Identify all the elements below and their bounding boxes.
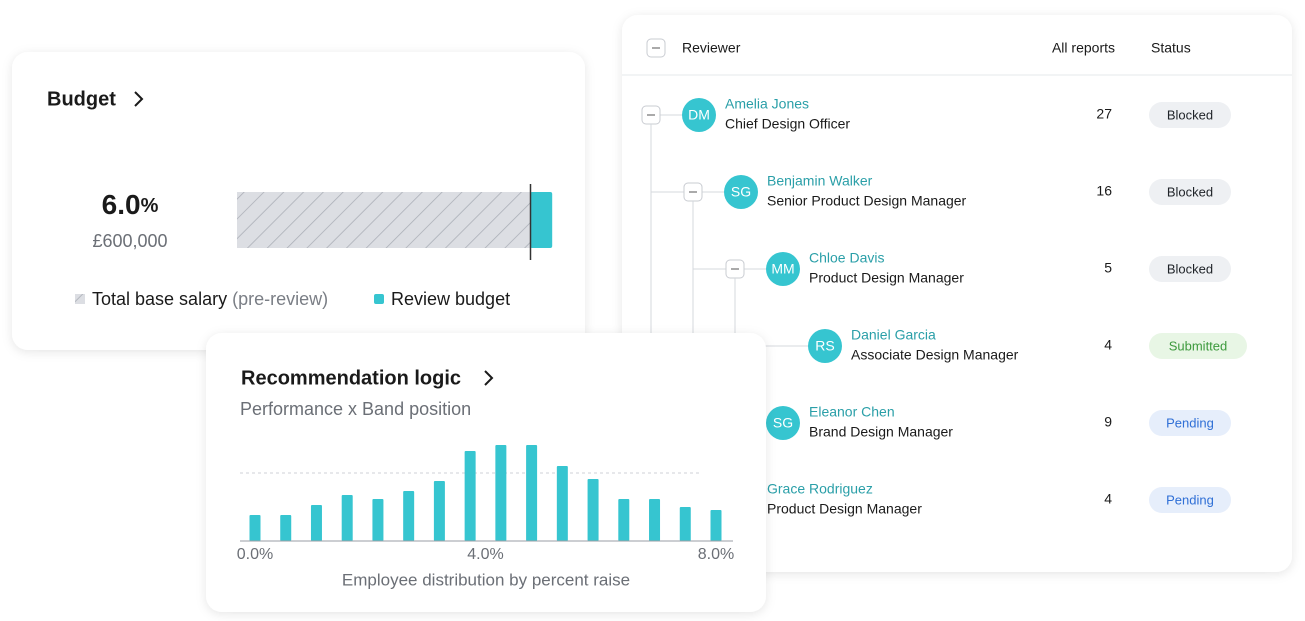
bar xyxy=(280,515,292,541)
status-pill xyxy=(1149,179,1231,205)
reports-count: 4 xyxy=(1104,491,1112,507)
bar xyxy=(403,491,415,541)
status-label: Blocked xyxy=(1167,184,1213,199)
avatar xyxy=(724,175,758,209)
avatar-initials: RS xyxy=(815,338,834,354)
status-label: Pending xyxy=(1166,415,1214,430)
chevron xyxy=(484,370,494,386)
bar xyxy=(618,499,630,541)
avatar-initials: DM xyxy=(688,107,710,123)
rows: DM Amelia Jones Chief Design Officer 27 Bloc… xyxy=(641,96,1247,517)
avatar-initials: SG xyxy=(731,184,751,200)
reviewer-name[interactable]: Grace Rodriguez xyxy=(767,481,873,497)
reviewer-title: Product Design Manager xyxy=(767,501,922,517)
avatar-initials: SG xyxy=(773,415,793,431)
reports-count: 4 xyxy=(1104,337,1112,353)
bar xyxy=(526,445,538,541)
x-axis-label: Employee distribution by percent raise xyxy=(342,570,630,589)
bar xyxy=(341,495,353,541)
avatar-initials: MM xyxy=(771,261,794,277)
legend-swatch-salary xyxy=(75,294,85,304)
budget-percent: 6.0% xyxy=(102,189,159,220)
bar xyxy=(249,515,261,541)
bar xyxy=(372,499,384,541)
x-tick-label: 0.0% xyxy=(237,546,273,563)
recommendation-title[interactable]: Recommendation logic xyxy=(241,367,461,389)
bar xyxy=(310,505,322,541)
status-label: Pending xyxy=(1166,492,1214,507)
bar xyxy=(679,507,691,541)
salary-bar xyxy=(237,192,530,248)
status-label: Blocked xyxy=(1167,261,1213,276)
reviewer-name[interactable]: Chloe Davis xyxy=(809,250,884,266)
avatar xyxy=(766,406,800,440)
reviewer-title: Product Design Manager xyxy=(809,270,964,286)
reviewer-title: Associate Design Manager xyxy=(851,347,1019,363)
budget-card: Budget 6.0% £600,000 Total base salary (… xyxy=(12,52,585,350)
budget-title[interactable]: Budget xyxy=(47,88,116,110)
reports-count: 5 xyxy=(1104,260,1112,276)
reports-count: 27 xyxy=(1096,106,1112,122)
budget-amount: £600,000 xyxy=(92,231,167,251)
reviewer-title: Brand Design Manager xyxy=(809,424,953,440)
bar xyxy=(710,510,722,541)
recommendation-subtitle: Performance x Band position xyxy=(240,399,471,419)
reviewer-name[interactable]: Daniel Garcia xyxy=(851,327,936,343)
reviewer-name[interactable]: Benjamin Walker xyxy=(767,173,873,189)
legend-salary-label: Total base salary xyxy=(92,289,227,309)
x-tick-label: 4.0% xyxy=(467,546,503,563)
legend-salary-note: (pre-review) xyxy=(232,289,328,309)
bar xyxy=(649,499,661,541)
bar xyxy=(433,481,445,541)
review-bar-group xyxy=(530,192,553,248)
header-status: Status xyxy=(1151,40,1191,56)
status-pill xyxy=(1149,256,1231,282)
header-reports: All reports xyxy=(1052,40,1115,56)
reviewer-table: Reviewer All reports Status DM Amelia Jon… xyxy=(622,15,1292,572)
chevron xyxy=(134,91,144,107)
reviewer-title: Senior Product Design Manager xyxy=(767,193,967,209)
legend-review: Review budget xyxy=(391,289,510,309)
histogram: 0.0% 4.0% 8.0% xyxy=(237,445,734,563)
avatar xyxy=(808,329,842,363)
reports-count: 9 xyxy=(1104,414,1112,430)
header-reviewer: Reviewer xyxy=(682,40,741,56)
recommendation-card: Recommendation logic Performance x Band … xyxy=(206,333,766,612)
review-bar xyxy=(530,192,553,248)
legend-salary: Total base salary (pre-review) xyxy=(92,289,328,309)
reviewer-name[interactable]: Amelia Jones xyxy=(725,96,809,112)
avatar xyxy=(766,252,800,286)
status-pill xyxy=(1149,410,1231,436)
percent-unit: % xyxy=(141,195,159,217)
status-pill xyxy=(1149,102,1231,128)
reviewer-name[interactable]: Eleanor Chen xyxy=(809,404,895,420)
percent-value: 6.0 xyxy=(102,189,141,220)
status-label: Submitted xyxy=(1169,338,1228,353)
x-tick-label: 8.0% xyxy=(698,546,734,563)
bar xyxy=(464,451,476,541)
bar xyxy=(587,479,599,541)
bar xyxy=(556,466,568,541)
status-pill xyxy=(1149,333,1247,359)
bar xyxy=(495,445,507,541)
legend-swatch-review xyxy=(374,294,384,304)
status-label: Blocked xyxy=(1167,107,1213,122)
avatar xyxy=(682,98,716,132)
status-pill xyxy=(1149,487,1231,513)
reviewer-title: Chief Design Officer xyxy=(725,116,850,132)
reports-count: 16 xyxy=(1096,183,1112,199)
